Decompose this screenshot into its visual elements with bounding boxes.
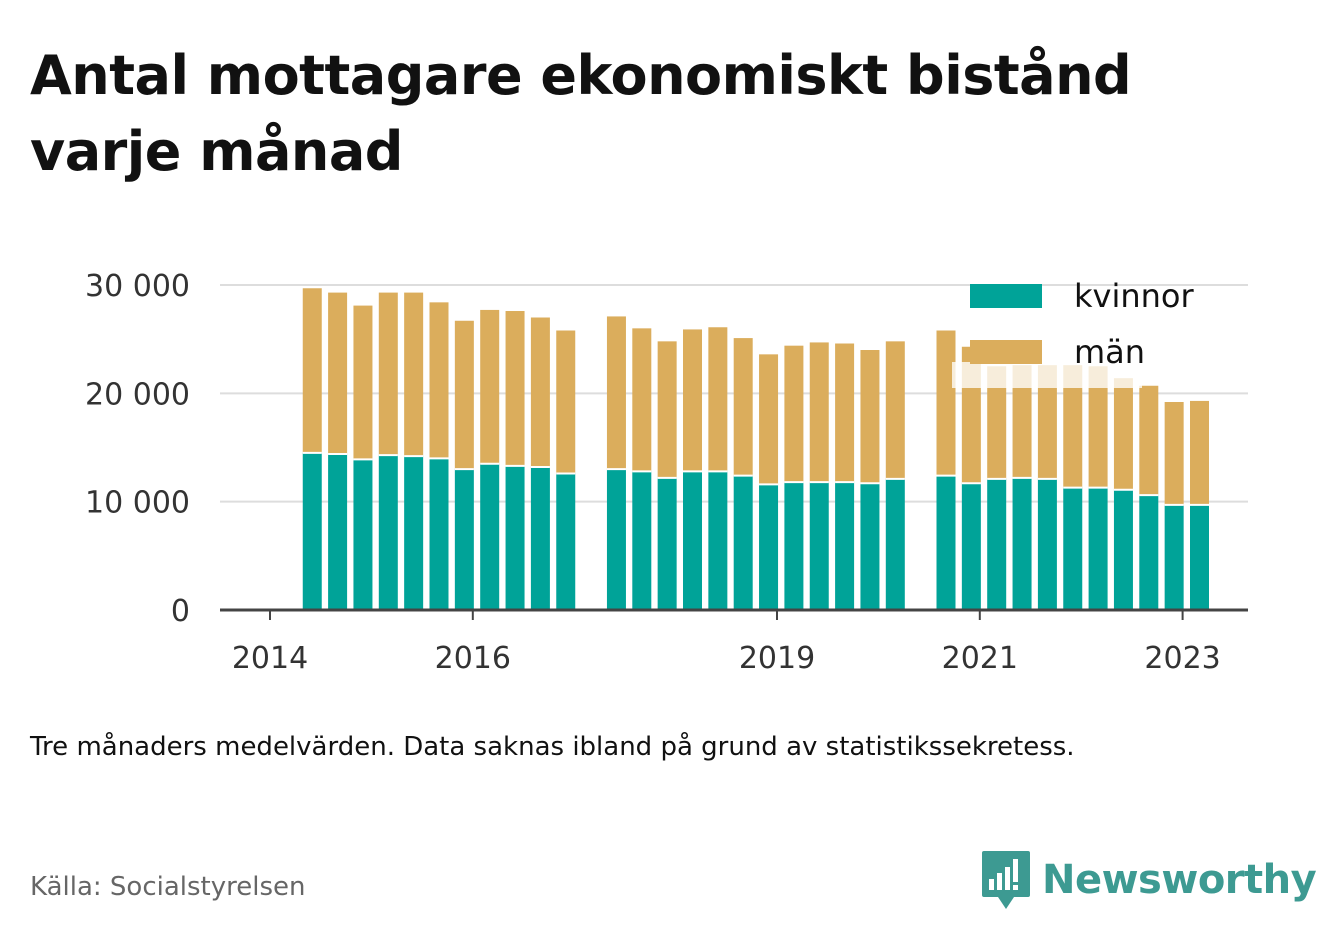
bar-kvinnor <box>657 477 677 610</box>
bar-kvinnor <box>1088 487 1108 610</box>
bar-kvinnor <box>860 483 880 610</box>
bar-kvinnor <box>784 482 804 610</box>
bar-man <box>1139 385 1159 496</box>
y-tick-label: 0 <box>171 594 190 629</box>
legend-label: män <box>1074 333 1145 371</box>
x-tick-label: 2016 <box>435 641 511 676</box>
source-credit: Källa: Socialstyrelsen <box>30 872 306 902</box>
bar-kvinnor <box>480 463 500 610</box>
bar-man <box>708 327 728 472</box>
bar-man <box>505 311 525 466</box>
bar-man <box>809 342 829 483</box>
bar-kvinnor <box>835 482 855 610</box>
bar-man <box>1190 400 1209 505</box>
chart-note: Tre månaders medelvärden. Data saknas ib… <box>30 732 1075 762</box>
legend-swatch <box>970 284 1042 308</box>
bar-kvinnor <box>1113 489 1133 610</box>
chart-title: Antal mottagare ekonomiskt bistånd varje… <box>30 44 1132 183</box>
x-tick-label: 2014 <box>232 641 308 676</box>
x-tick-label: 2019 <box>739 641 815 676</box>
legend-backdrop <box>952 362 1142 388</box>
bar-kvinnor <box>1063 487 1083 610</box>
stacked-bar-chart: 0 10 000 20 000 30 000 2014 2016 2019 2021 2023… <box>85 269 1248 676</box>
bar-man <box>632 328 652 472</box>
x-tick-label: 2023 <box>1144 641 1220 676</box>
bar-kvinnor <box>353 459 373 610</box>
bar-man <box>1113 378 1133 490</box>
bar-kvinnor <box>632 471 652 610</box>
bar-kvinnor <box>302 452 322 610</box>
bar-kvinnor <box>378 455 398 610</box>
bar-kvinnor <box>1037 478 1057 610</box>
bar-kvinnor <box>1139 495 1159 610</box>
bar-kvinnor <box>1190 504 1209 610</box>
legend-label: kvinnor <box>1074 277 1195 315</box>
bar-man <box>606 316 626 470</box>
bar-kvinnor <box>429 458 449 610</box>
bar-kvinnor <box>1012 477 1032 610</box>
bar-man <box>454 320 474 470</box>
brand-logo: Newsworthy <box>980 848 1317 912</box>
bar-man <box>784 345 804 483</box>
bars <box>302 288 1209 610</box>
bar-man <box>759 354 779 485</box>
bar-man <box>302 288 322 453</box>
newsworthy-logo-icon <box>982 851 1030 909</box>
y-tick-label: 10 000 <box>85 486 190 521</box>
bar-man <box>657 341 677 478</box>
bar-man <box>1164 402 1184 505</box>
bar-kvinnor <box>328 454 348 610</box>
bar-kvinnor <box>404 456 424 610</box>
bar-kvinnor <box>809 482 829 610</box>
bar-man <box>429 302 449 459</box>
bar-man <box>530 317 550 468</box>
bar-kvinnor <box>505 465 525 610</box>
bar-man <box>353 305 373 460</box>
bar-man <box>480 309 500 464</box>
bar-man <box>936 330 956 476</box>
bar-kvinnor <box>454 469 474 610</box>
bar-kvinnor <box>1164 504 1184 610</box>
bar-man <box>404 292 424 457</box>
y-tick-label: 30 000 <box>85 269 190 304</box>
bar-man <box>328 292 348 455</box>
legend-swatch <box>970 340 1042 364</box>
bar-man <box>683 329 702 472</box>
x-tick-label: 2021 <box>942 641 1018 676</box>
brand-name: Newsworthy <box>1042 857 1317 903</box>
bar-man <box>733 338 753 476</box>
y-axis-ticks: 0 10 000 20 000 30 000 <box>85 269 190 629</box>
bar-kvinnor <box>885 478 905 610</box>
bar-kvinnor <box>733 475 753 610</box>
bar-kvinnor <box>759 484 779 610</box>
bar-kvinnor <box>530 467 550 610</box>
legend: kvinnor män <box>952 277 1195 388</box>
bar-kvinnor <box>961 483 981 610</box>
bar-kvinnor <box>606 469 626 610</box>
bar-kvinnor <box>708 471 728 610</box>
bar-man <box>1063 365 1083 488</box>
bar-man <box>835 343 855 483</box>
bar-man <box>885 341 905 479</box>
bar-man <box>1037 365 1057 479</box>
bar-kvinnor <box>936 475 956 610</box>
bar-kvinnor <box>683 471 702 610</box>
bar-kvinnor <box>556 473 576 610</box>
bar-kvinnor <box>987 478 1007 610</box>
bar-man <box>1088 366 1108 488</box>
bar-man <box>556 330 576 474</box>
x-axis-ticks: 2014 2016 2019 2021 2023 <box>232 610 1221 676</box>
bar-man <box>378 292 398 456</box>
y-tick-label: 20 000 <box>85 377 190 412</box>
bar-man <box>1012 365 1032 478</box>
bar-man <box>987 366 1007 479</box>
bar-man <box>860 350 880 484</box>
